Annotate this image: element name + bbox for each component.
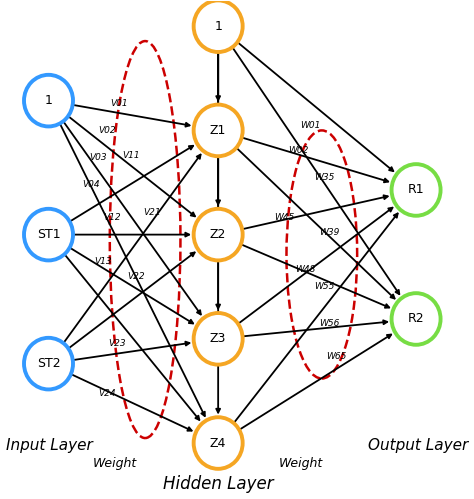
Text: ST1: ST1 — [36, 228, 60, 241]
Text: W55: W55 — [314, 282, 334, 291]
Circle shape — [392, 293, 440, 345]
Circle shape — [24, 338, 73, 389]
Text: Z4: Z4 — [210, 437, 227, 450]
Text: Hidden Layer: Hidden Layer — [163, 475, 273, 493]
Text: W65: W65 — [326, 352, 346, 361]
Circle shape — [392, 164, 440, 216]
Text: Z3: Z3 — [210, 332, 227, 345]
Text: V02: V02 — [99, 126, 116, 135]
Text: W35: W35 — [314, 173, 334, 182]
Text: Weight: Weight — [279, 457, 323, 471]
Text: W39: W39 — [319, 228, 339, 237]
Text: V04: V04 — [82, 181, 100, 190]
Text: 1: 1 — [214, 19, 222, 33]
Text: W48: W48 — [295, 265, 316, 274]
Circle shape — [194, 313, 243, 365]
Text: ST2: ST2 — [36, 357, 60, 370]
Circle shape — [194, 209, 243, 260]
Text: W56: W56 — [319, 319, 339, 328]
Text: V13: V13 — [94, 257, 111, 266]
Text: Z1: Z1 — [210, 124, 227, 137]
Text: R2: R2 — [408, 312, 424, 325]
Text: V22: V22 — [127, 272, 145, 281]
Text: Weight: Weight — [92, 457, 137, 471]
Text: R1: R1 — [408, 184, 424, 197]
Circle shape — [194, 0, 243, 52]
Text: Z2: Z2 — [210, 228, 227, 241]
Text: V12: V12 — [103, 213, 121, 222]
Circle shape — [24, 75, 73, 126]
Text: V01: V01 — [110, 99, 128, 108]
Text: V03: V03 — [89, 153, 107, 162]
Text: 1: 1 — [45, 94, 53, 107]
Text: W02: W02 — [288, 146, 309, 155]
Text: W01: W01 — [300, 121, 320, 130]
Text: W45: W45 — [274, 213, 294, 222]
Text: V11: V11 — [122, 151, 140, 160]
Circle shape — [24, 209, 73, 260]
Circle shape — [194, 105, 243, 156]
Circle shape — [194, 417, 243, 469]
Text: V21: V21 — [143, 208, 161, 217]
Text: V23: V23 — [108, 339, 126, 348]
Text: Input Layer: Input Layer — [6, 438, 93, 453]
Text: Output Layer: Output Layer — [368, 438, 468, 453]
Text: V24: V24 — [99, 389, 116, 398]
